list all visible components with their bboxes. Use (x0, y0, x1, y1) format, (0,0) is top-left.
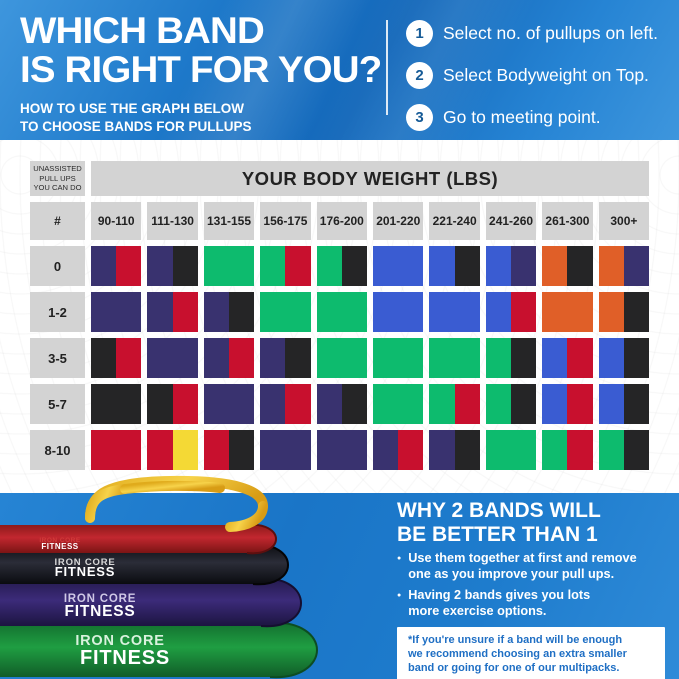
svg-text:FITNESS: FITNESS (80, 647, 170, 669)
svg-text:FITNESS: FITNESS (41, 542, 78, 551)
svg-text:FITNESS: FITNESS (64, 603, 135, 620)
svg-text:FITNESS: FITNESS (55, 564, 116, 579)
